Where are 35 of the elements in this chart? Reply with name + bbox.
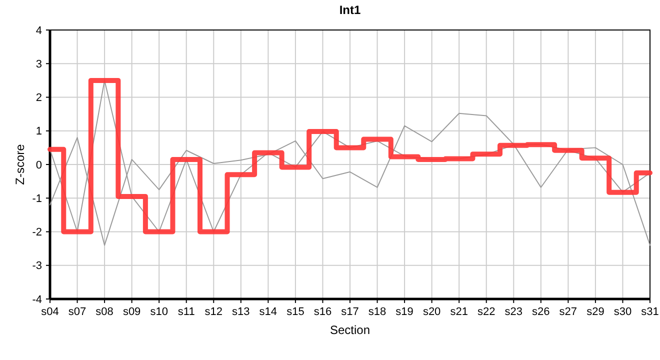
x-tick-label: s09 xyxy=(122,306,141,318)
x-tick-label: s10 xyxy=(150,306,168,318)
x-tick-label: s27 xyxy=(559,306,578,318)
y-tick-label: 1 xyxy=(36,126,42,138)
x-tick-label: s12 xyxy=(204,306,223,318)
chart-title: Int1 xyxy=(339,3,361,17)
x-tick-label: s16 xyxy=(314,306,332,318)
x-tick-label: s29 xyxy=(586,306,604,318)
y-tick-label: 3 xyxy=(36,58,42,70)
x-tick-label: s23 xyxy=(504,306,523,318)
x-tick-label: s18 xyxy=(368,306,386,318)
x-tick-label: s14 xyxy=(259,306,278,318)
y-tick-label: -1 xyxy=(32,192,42,205)
y-axis-title: Z-score xyxy=(13,144,27,185)
y-tick-label: -2 xyxy=(32,226,42,239)
x-tick-label: s22 xyxy=(477,306,496,318)
x-tick-label: s13 xyxy=(232,306,250,318)
x-tick-label: s19 xyxy=(396,306,414,318)
y-tick-label: -3 xyxy=(32,260,42,272)
x-tick-label: s11 xyxy=(178,306,195,318)
x-tick-label: s07 xyxy=(68,306,86,318)
x-tick-label: s20 xyxy=(422,306,441,318)
x-tick-label: s15 xyxy=(286,306,304,318)
x-tick-label: s21 xyxy=(450,306,468,318)
x-tick-label: s08 xyxy=(96,306,114,318)
x-tick-label: s30 xyxy=(614,306,632,318)
y-tick-label: -4 xyxy=(32,294,42,306)
x-axis-title: Section xyxy=(330,323,370,337)
x-tick-label: s31 xyxy=(641,306,659,318)
x-tick-label: s26 xyxy=(532,306,550,318)
y-tick-label: 2 xyxy=(36,92,42,104)
y-tick-label: 4 xyxy=(36,24,42,37)
x-tick-label: s04 xyxy=(41,306,59,318)
y-tick-label: 0 xyxy=(36,159,42,172)
x-tick-label: s17 xyxy=(341,306,359,318)
